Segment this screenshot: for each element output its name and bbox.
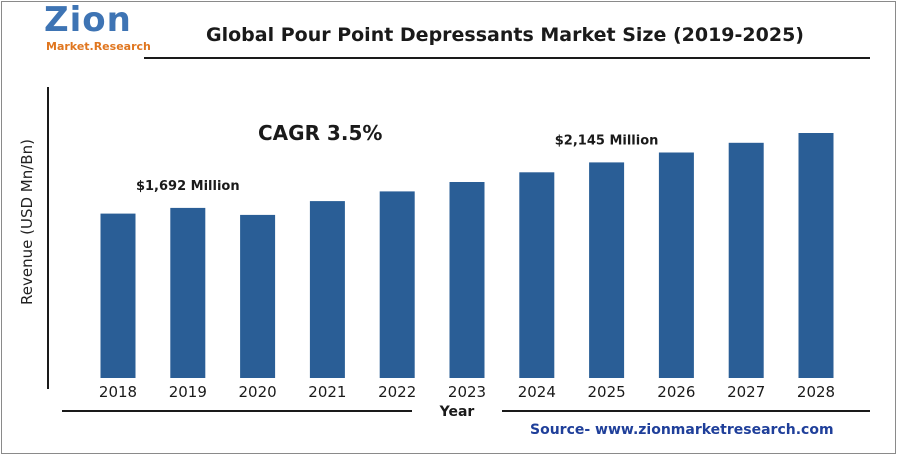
y-axis-line — [47, 87, 49, 389]
bar-2020 — [240, 214, 276, 378]
x-tick-label: 2028 — [797, 383, 835, 401]
source-note: Source- www.zionmarketresearch.com — [530, 422, 834, 438]
bar-2021 — [309, 201, 345, 378]
data-label: $1,692 Million — [136, 179, 240, 194]
bar-2023 — [449, 182, 485, 378]
bar-2024 — [519, 172, 555, 378]
x-axis-rule-right — [502, 410, 870, 412]
x-tick-label: 2024 — [518, 383, 556, 401]
chart-title: Global Pour Point Depressants Market Siz… — [206, 24, 804, 46]
data-label: $2,145 Million — [555, 133, 659, 148]
bar-2022 — [379, 191, 415, 378]
bar-2025 — [589, 162, 625, 378]
logo-subtitle: Market.Research — [46, 40, 151, 53]
cagr-annotation: CAGR 3.5% — [258, 121, 383, 145]
bar-2027 — [728, 142, 764, 378]
x-axis-label: Year — [439, 404, 475, 420]
x-tick-label: 2026 — [657, 383, 695, 401]
x-axis-rule-left — [62, 410, 412, 412]
x-tick-label: 2027 — [727, 383, 765, 401]
title-underline — [144, 57, 870, 59]
x-tick-label: 2025 — [588, 383, 626, 401]
bar-2018 — [100, 213, 136, 378]
x-tick-label: 2020 — [239, 383, 277, 401]
bar-2026 — [658, 152, 694, 378]
bar-2019 — [170, 207, 206, 378]
x-tick-label: 2019 — [169, 383, 207, 401]
x-tick-label: 2021 — [308, 383, 346, 401]
logo-wordmark: Zion — [44, 0, 132, 40]
bar-2028 — [798, 133, 834, 378]
x-tick-label: 2023 — [448, 383, 486, 401]
x-tick-label: 2022 — [378, 383, 416, 401]
x-tick-label: 2018 — [99, 383, 137, 401]
zion-logo: Zion Market.Research — [44, 0, 151, 54]
